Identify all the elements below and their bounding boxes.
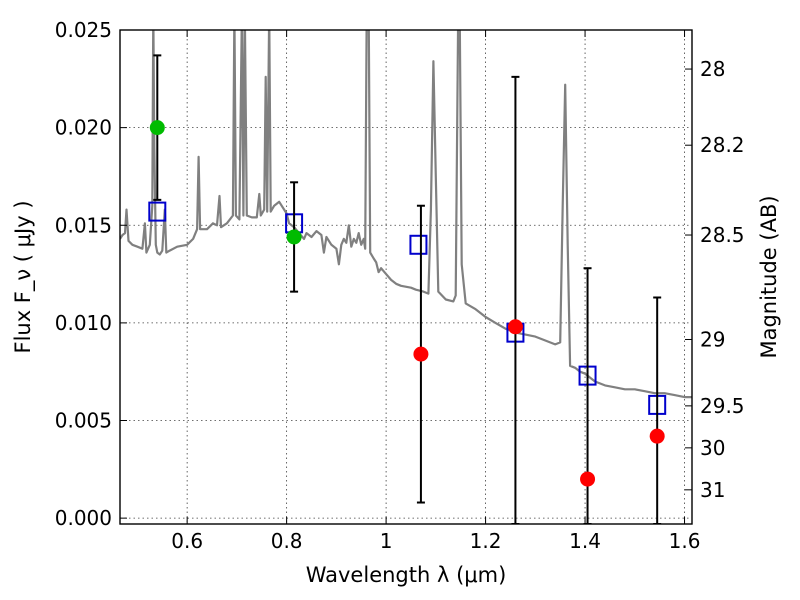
- x-tick-label: 0.8: [271, 529, 303, 553]
- y-tick-label: 0.015: [55, 213, 112, 237]
- observed-flux-point: [286, 229, 302, 245]
- grid-layer: [120, 29, 692, 524]
- right-tick-label: 28: [700, 57, 725, 81]
- tick-layer: 0.6 0.8 1 1.2 1.4 1.6 0.000 0.005 0.010 0.015 0.02…: [55, 18, 745, 553]
- x-tick-label: 1.4: [569, 529, 601, 553]
- y-tick-label: 0.025: [55, 18, 112, 42]
- model-flux-square: [148, 201, 167, 222]
- model-flux-square: [409, 234, 428, 255]
- x-tick-label: 1.6: [669, 529, 701, 553]
- data-layer: [120, 30, 692, 524]
- y-tick-label: 0.020: [55, 116, 112, 140]
- observed-flux-point: [149, 120, 165, 136]
- right-tick-label: 29.5: [700, 394, 745, 418]
- observed-flux-point: [580, 471, 596, 487]
- observed-flux-point: [507, 319, 523, 335]
- right-tick-label: 28.2: [700, 133, 745, 157]
- observed-flux-point: [413, 346, 429, 362]
- y-axis-label: Flux F_ν ( μJy ): [11, 200, 36, 353]
- observed-flux-point: [649, 428, 665, 444]
- y-tick-label: 0.010: [55, 311, 112, 335]
- y-axis-right-label: Magnitude (AB): [757, 195, 781, 358]
- x-tick-label: 0.6: [171, 529, 203, 553]
- y-tick-label: 0.005: [55, 409, 112, 433]
- right-tick-label: 31: [700, 478, 725, 502]
- x-tick-label: 1: [380, 529, 393, 553]
- right-tick-label: 30: [700, 436, 725, 460]
- x-tick-label: 1.2: [470, 529, 502, 553]
- plot-frame: [119, 29, 693, 525]
- spectrum-line: [120, 30, 692, 399]
- y-tick-label: 0.000: [55, 506, 112, 530]
- x-axis-label: Wavelength λ (μm): [306, 563, 507, 587]
- right-tick-label: 29: [700, 327, 725, 351]
- right-tick-label: 28.5: [700, 223, 745, 247]
